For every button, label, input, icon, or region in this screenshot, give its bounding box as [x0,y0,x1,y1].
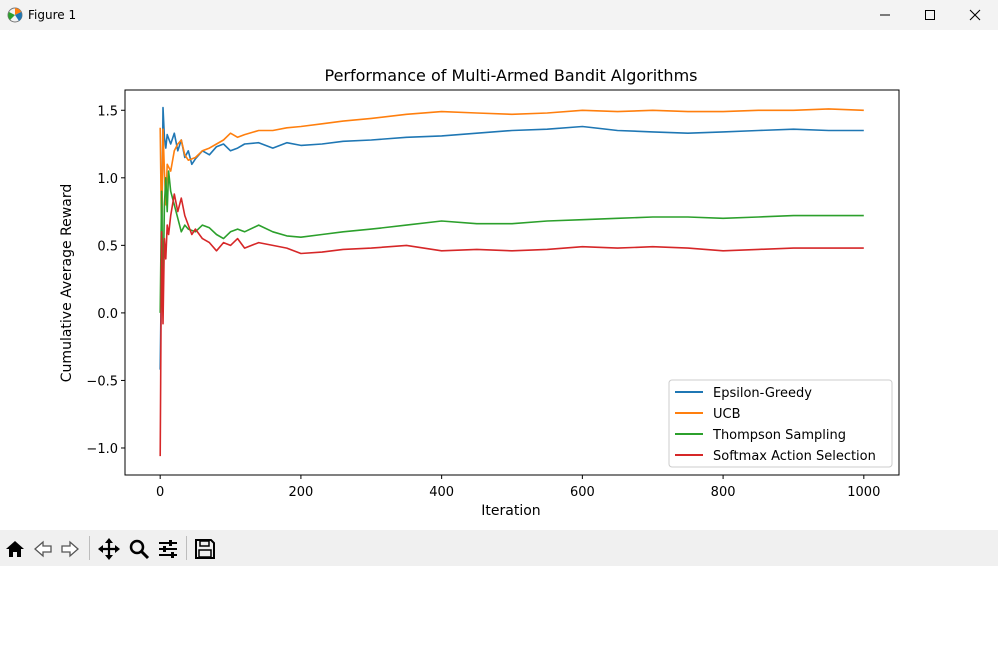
home-icon [6,541,24,557]
matplotlib-icon [7,7,23,23]
minimize-icon [880,14,890,16]
x-tick-label: 200 [288,485,313,500]
window-title: Figure 1 [28,8,77,22]
legend-label-3: Softmax Action Selection [713,449,876,464]
y-tick-label: −0.5 [86,374,118,389]
chart-title: Performance of Multi-Armed Bandit Algori… [324,66,697,85]
figure-canvas[interactable]: Performance of Multi-Armed Bandit Algori… [0,30,998,530]
legend-label-2: Thompson Sampling [712,428,846,443]
x-tick-label: 0 [156,485,164,500]
legend-label-0: Epsilon-Greedy [713,386,812,401]
series-line-2 [159,170,864,313]
series-line-3 [159,193,864,457]
back-button[interactable] [30,536,56,562]
forward-icon [61,540,79,558]
zoom-icon [129,539,150,560]
plot-area [124,89,900,476]
y-axis-ticks: −1.0 −0.5 0.0 0.5 1.0 1.5 [86,104,125,457]
series-line-1 [159,108,864,240]
home-button[interactable] [2,536,28,562]
minimize-button[interactable] [862,0,908,30]
x-tick-label: 800 [711,485,736,500]
close-button[interactable] [952,0,998,30]
pan-icon [98,538,120,560]
y-tick-label: 1.5 [97,104,118,119]
legend-label-1: UCB [713,407,741,422]
zoom-button[interactable] [126,536,152,562]
y-tick-label: 1.0 [97,172,118,187]
y-tick-label: −1.0 [86,442,118,457]
save-button[interactable] [192,536,218,562]
close-icon [969,9,981,21]
x-axis-label: Iteration [481,503,540,519]
maximize-icon [925,10,935,20]
save-icon [195,539,215,559]
line-chart: Performance of Multi-Armed Bandit Algori… [59,66,900,519]
y-tick-label: 0.0 [97,307,118,322]
maximize-button[interactable] [907,0,953,30]
forward-button[interactable] [57,536,83,562]
toolbar-separator [186,536,187,560]
navigation-toolbar [0,530,998,566]
back-icon [34,540,52,558]
series-line-0 [159,106,864,370]
pan-button[interactable] [96,536,122,562]
legend: Epsilon-Greedy UCB Thompson Sampling Softma… [668,379,893,468]
toolbar-separator [89,536,90,560]
legend-box [668,379,893,468]
title-bar: Figure 1 [0,0,998,30]
x-tick-label: 1000 [847,485,880,500]
configure-subplots-icon [159,540,177,558]
x-tick-label: 400 [429,485,454,500]
configure-subplots-button[interactable] [155,536,181,562]
y-tick-label: 0.5 [97,239,118,254]
axes-frame [124,89,900,476]
y-axis-label: Cumulative Average Reward [59,184,75,382]
x-tick-label: 600 [570,485,595,500]
x-axis-ticks: 0 200 400 600 800 1000 [156,475,880,500]
